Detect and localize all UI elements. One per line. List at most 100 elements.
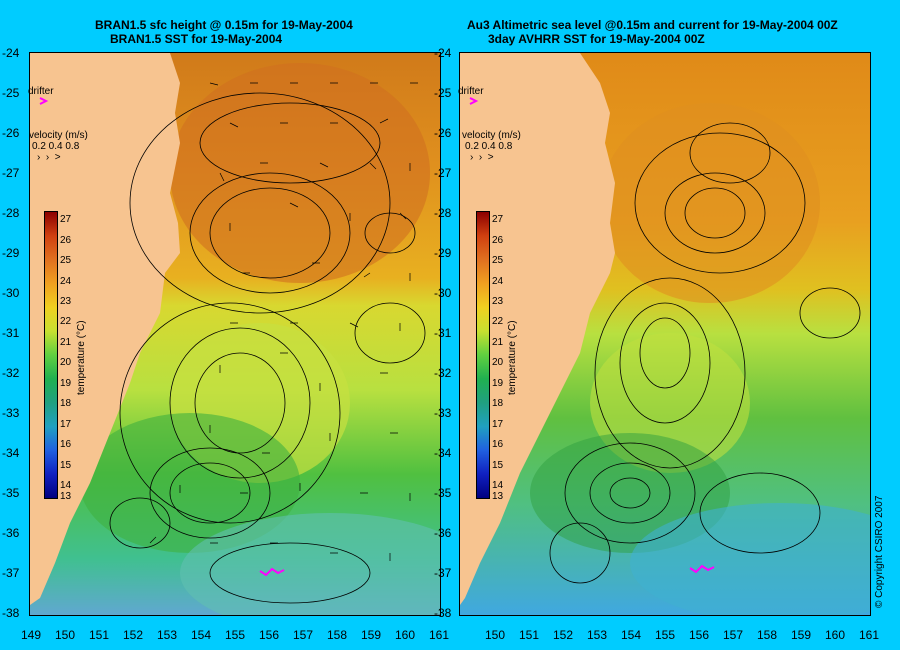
y-tick: -35 [434, 486, 452, 500]
y-tick: -38 [434, 606, 452, 620]
x-tick: 154 [620, 628, 642, 642]
colorbar-label: 21 [60, 337, 72, 348]
colorbar-label: 17 [60, 419, 72, 430]
colorbar-label: 15 [60, 460, 72, 471]
drifter-track-right [689, 564, 715, 574]
left-title-line2: BRAN1.5 SST for 19-May-2004 [110, 32, 283, 46]
right-map-panel [459, 52, 871, 616]
x-tick: 150 [484, 628, 506, 642]
colorbar-label: 23 [60, 296, 72, 307]
colorbar-gradient [476, 211, 490, 499]
velocity-legend-title: velocity (m/s) [462, 130, 521, 141]
right-title-line2: 3day AVHRR SST for 19-May-2004 00Z [488, 32, 705, 46]
y-tick: -25 [2, 86, 20, 100]
colorbar-label: 18 [60, 398, 72, 409]
left-velocity-arrows [149, 82, 418, 561]
colorbar-label: 14 [60, 480, 72, 491]
colorbar-label: 22 [60, 316, 72, 327]
drifter-label-right: drifter [458, 86, 484, 97]
x-tick: 159 [790, 628, 812, 642]
y-tick: -28 [434, 206, 452, 220]
colorbar-label: 27 [60, 214, 72, 225]
x-tick: 154 [190, 628, 212, 642]
velocity-legend-values: 0.2 0.4 0.8 [465, 141, 513, 152]
y-tick: -37 [434, 566, 452, 580]
y-tick: -35 [2, 486, 20, 500]
colorbar-label: 26 [492, 235, 504, 246]
x-tick: 150 [54, 628, 76, 642]
left-sst-map [30, 53, 440, 615]
y-tick: -24 [2, 46, 20, 60]
drifter-marker-right [469, 97, 479, 105]
colorbar-label: 16 [492, 439, 504, 450]
x-tick: 155 [224, 628, 246, 642]
y-tick: -26 [2, 126, 20, 140]
colorbar-label: 27 [492, 214, 504, 225]
colorbar-label: 19 [492, 378, 504, 389]
colorbar-label: 13 [60, 491, 72, 502]
drifter-label-left: drifter [28, 86, 54, 97]
x-tick: 160 [394, 628, 416, 642]
y-tick: -36 [2, 526, 20, 540]
x-tick: 149 [20, 628, 42, 642]
colorbar-title: temperature (°C) [507, 320, 518, 395]
x-tick: 158 [756, 628, 778, 642]
y-tick: -36 [434, 526, 452, 540]
y-tick: -30 [2, 286, 20, 300]
velocity-legend-right: velocity (m/s) 0.2 0.4 0.8 › › > [462, 130, 521, 163]
right-title-line1: Au3 Altimetric sea level @0.15m and curr… [467, 18, 838, 32]
y-tick: -32 [434, 366, 452, 380]
x-tick: 157 [722, 628, 744, 642]
x-tick: 161 [428, 628, 450, 642]
y-tick: -27 [2, 166, 20, 180]
drifter-marker-left [39, 97, 49, 105]
x-tick: 157 [292, 628, 314, 642]
y-tick: -29 [434, 246, 452, 260]
y-tick: -25 [434, 86, 452, 100]
drifter-track-left [259, 567, 285, 577]
x-tick: 160 [824, 628, 846, 642]
colorbar-label: 13 [492, 491, 504, 502]
y-tick: -31 [2, 326, 20, 340]
x-tick: 155 [654, 628, 676, 642]
colorbar-label: 20 [60, 357, 72, 368]
y-tick: -33 [434, 406, 452, 420]
colorbar-gradient [44, 211, 58, 499]
x-tick: 156 [688, 628, 710, 642]
colorbar-label: 19 [60, 378, 72, 389]
x-tick: 151 [518, 628, 540, 642]
colorbar-label: 20 [492, 357, 504, 368]
velocity-legend-arrows: › › > [470, 152, 494, 163]
colorbar-title: temperature (°C) [76, 320, 87, 395]
colorbar-label: 23 [492, 296, 504, 307]
left-contours [109, 92, 426, 604]
colorbar-label: 24 [60, 276, 72, 287]
colorbar-label: 25 [492, 255, 504, 266]
velocity-legend-values: 0.2 0.4 0.8 [32, 141, 80, 152]
left-map-panel [29, 52, 441, 616]
y-tick: -24 [434, 46, 452, 60]
velocity-legend-title: velocity (m/s) [29, 130, 88, 141]
colorbar-label: 22 [492, 316, 504, 327]
y-tick: -30 [434, 286, 452, 300]
left-title-line1: BRAN1.5 sfc height @ 0.15m for 19-May-20… [95, 18, 353, 32]
y-tick: -38 [2, 606, 20, 620]
velocity-legend-left: velocity (m/s) 0.2 0.4 0.8 › › > [29, 130, 88, 163]
y-tick: -26 [434, 126, 452, 140]
colorbar-label: 25 [60, 255, 72, 266]
y-tick: -34 [2, 446, 20, 460]
copyright-notice: © Copyright CSIRO 2007 [874, 495, 885, 608]
colorbar-label: 17 [492, 419, 504, 430]
y-tick: -27 [434, 166, 452, 180]
y-tick: -32 [2, 366, 20, 380]
colorbar-label: 14 [492, 480, 504, 491]
velocity-legend-arrows: › › > [37, 152, 61, 163]
x-tick: 159 [360, 628, 382, 642]
y-tick: -37 [2, 566, 20, 580]
colorbar-label: 16 [60, 439, 72, 450]
colorbar-label: 24 [492, 276, 504, 287]
colorbar-label: 26 [60, 235, 72, 246]
y-tick: -33 [2, 406, 20, 420]
x-tick: 152 [122, 628, 144, 642]
x-tick: 158 [326, 628, 348, 642]
